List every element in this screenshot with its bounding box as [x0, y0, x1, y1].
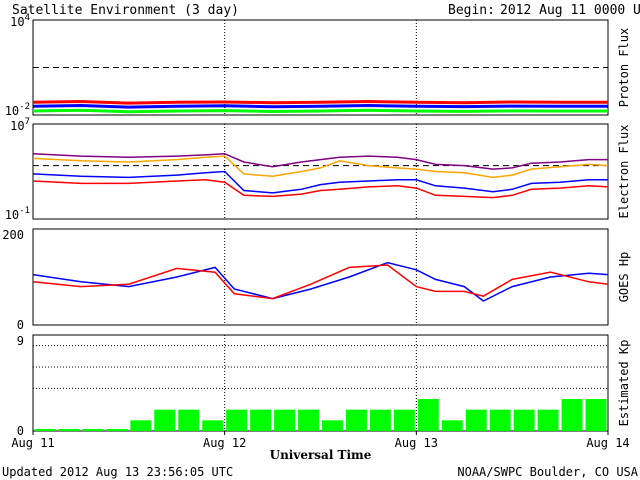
kp-bar — [34, 429, 56, 431]
proton-ytick-label: 104 — [10, 13, 30, 29]
hp-ytick-label: 0 — [17, 318, 24, 332]
electron-series-1 — [32, 155, 609, 179]
kp-bar — [274, 409, 296, 431]
kp-bar — [441, 420, 463, 431]
proton-series-0 — [32, 99, 608, 105]
hp-series-0 — [32, 261, 609, 302]
hp-panel-frame — [32, 228, 609, 326]
begin-label: Begin: — [448, 3, 495, 18]
electron-ylabel: Electron Flux — [617, 125, 631, 219]
hp-ytick-label: 200 — [2, 228, 24, 242]
kp-bar — [82, 429, 104, 431]
x-tick-label: Aug 12 — [203, 436, 246, 450]
kp-bar — [489, 409, 511, 431]
electron-series-2 — [32, 170, 608, 194]
kp-bar — [250, 409, 272, 431]
kp-bar — [106, 429, 128, 431]
electron-series-0 — [32, 152, 608, 170]
x-tick-label: Aug 14 — [586, 436, 629, 450]
kp-bar — [513, 409, 535, 431]
kp-panel-frame — [32, 334, 609, 432]
kp-bar — [226, 409, 248, 431]
kp-bar — [154, 409, 176, 431]
kp-bar — [561, 399, 583, 431]
kp-bar — [178, 409, 200, 431]
updated-timestamp: Updated 2012 Aug 13 23:56:05 UTC — [2, 465, 233, 479]
electron-series-3 — [32, 179, 609, 199]
kp-bar — [298, 409, 319, 431]
kp-ytick-label: 0 — [17, 424, 24, 438]
kp-bar — [585, 399, 607, 431]
kp-bar — [465, 409, 487, 431]
x-tick-label: Aug 13 — [395, 436, 438, 450]
kp-bar — [130, 420, 152, 431]
hp-series-1 — [32, 264, 609, 300]
electron-ytick-label: 10-1 — [5, 206, 30, 222]
electron-panel-frame — [32, 123, 609, 220]
kp-bar — [345, 409, 367, 431]
kp-bar — [58, 429, 80, 431]
x-axis-label: Universal Time — [270, 448, 372, 462]
electron-ytick-label: 107 — [10, 117, 30, 133]
kp-bar — [417, 399, 439, 431]
kp-bar — [393, 409, 415, 431]
proton-series-1 — [32, 103, 608, 109]
hp-ylabel: GOES Hp — [617, 252, 631, 303]
kp-bar — [202, 420, 224, 431]
kp-bar — [537, 409, 559, 431]
proton-series-2 — [32, 108, 608, 114]
x-tick-label: Aug 11 — [11, 436, 54, 450]
kp-bar — [322, 420, 343, 431]
credit-text: NOAA/SWPC Boulder, CO USA — [457, 465, 638, 479]
proton-ylabel: Proton Flux — [617, 28, 631, 107]
kp-bar — [369, 409, 391, 431]
chart-title: Satellite Environment (3 day) — [12, 3, 239, 18]
begin-value: 2012 Aug 11 0000 UTC — [500, 3, 640, 18]
proton-ytick-label: 10-2 — [5, 102, 30, 118]
kp-ytick-label: 9 — [17, 334, 24, 348]
kp-ylabel: Estimated Kp — [617, 340, 631, 427]
